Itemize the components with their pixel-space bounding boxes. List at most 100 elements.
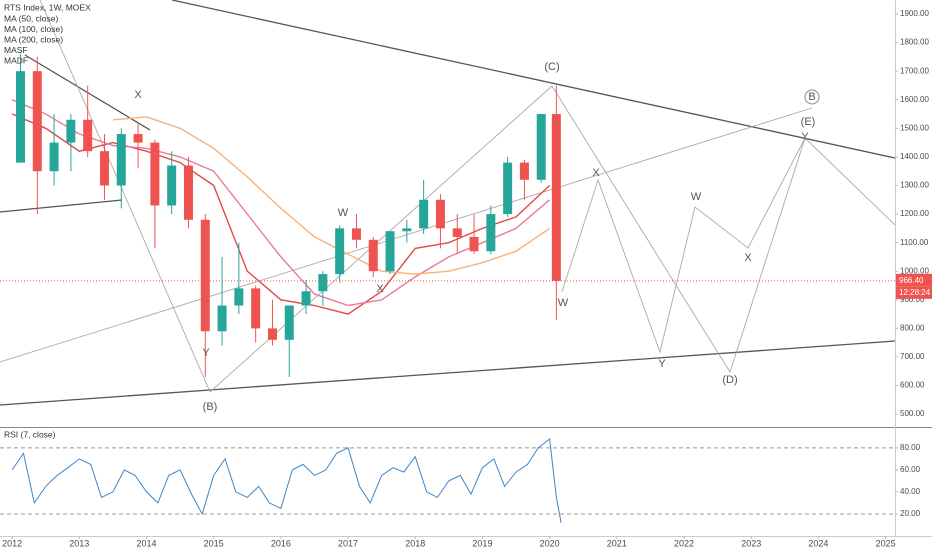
wave-label: X <box>134 89 142 101</box>
y-tick-label: 20.00 <box>900 509 921 518</box>
wave-path <box>551 85 896 374</box>
wave-label: X <box>376 283 384 295</box>
countdown-label: 12:28:24 <box>899 288 931 297</box>
wave-label: X <box>744 252 752 264</box>
y-tick-label: 80.00 <box>900 443 921 452</box>
y-tick-label: 800.00 <box>900 324 925 333</box>
candle-body <box>402 228 412 232</box>
y-tick-label: 1100.00 <box>900 238 929 247</box>
y-tick-label: 1000.00 <box>900 266 929 275</box>
legend-entry: MASF <box>4 45 28 55</box>
y-tick-label: 700.00 <box>900 352 925 361</box>
x-tick-label: 2012 <box>2 538 22 548</box>
x-tick-label: 2024 <box>808 538 828 548</box>
candle-body <box>301 291 311 306</box>
candle-body <box>150 142 160 206</box>
wave-line <box>209 85 553 393</box>
candle-body <box>419 199 429 229</box>
candle-body <box>167 165 177 206</box>
candle-body <box>486 214 496 252</box>
y-tick-label: 1700.00 <box>900 66 929 75</box>
wave-label: (D) <box>722 374 737 386</box>
candle-body <box>503 162 513 215</box>
moving-average <box>11 113 551 315</box>
wave-label: Y <box>658 358 666 370</box>
candle-body <box>267 328 277 340</box>
candle-body <box>368 239 378 272</box>
x-tick-label: 2016 <box>271 538 291 548</box>
candle-body <box>116 134 126 186</box>
wave-label: W <box>338 207 349 219</box>
candle-body <box>519 162 529 180</box>
y-tick-label: 60.00 <box>900 465 921 474</box>
candle-body <box>217 305 227 332</box>
y-tick-label: 1900.00 <box>900 9 929 18</box>
candle-body <box>251 288 261 329</box>
candle-body <box>351 228 361 240</box>
wave-path <box>561 137 806 354</box>
candle-body <box>99 151 109 186</box>
wave-label: W <box>558 297 569 309</box>
legend-entry: MA (50, close) <box>4 13 58 23</box>
wave-label: Y <box>801 131 809 143</box>
drawings <box>0 0 896 406</box>
y-tick-label: 1200.00 <box>900 209 929 218</box>
candle-body <box>200 219 210 332</box>
wave-label: W <box>691 191 702 203</box>
legend-entry: MA (100, close) <box>4 24 63 34</box>
legend-entry: MA (200, close) <box>4 34 63 44</box>
x-tick-label: 2015 <box>204 538 224 548</box>
wave-label: X <box>592 167 600 179</box>
trend-line <box>171 0 896 159</box>
candle-body <box>15 71 25 163</box>
x-tick-label: 2013 <box>69 538 89 548</box>
y-tick-label: 1800.00 <box>900 38 929 47</box>
candle-body <box>452 228 462 237</box>
candle-body <box>83 119 93 152</box>
y-tick-label: 900.00 <box>900 295 925 304</box>
last-price-label: 966.40 <box>899 276 924 285</box>
rsi-line <box>11 438 562 523</box>
candle-body <box>32 71 42 172</box>
moving-average <box>112 116 550 275</box>
wave-label: Y <box>202 347 210 359</box>
candle-body <box>469 236 479 252</box>
candle-body <box>536 114 546 180</box>
x-tick-label: 2021 <box>607 538 627 548</box>
x-tick-label: 2019 <box>472 538 492 548</box>
wave-label: (C) <box>544 61 559 73</box>
x-tick-label: 2022 <box>674 538 694 548</box>
y-tick-label: 40.00 <box>900 487 921 496</box>
candle-body <box>49 142 59 172</box>
candle-body <box>183 165 193 220</box>
candle-body <box>66 119 76 143</box>
x-tick-label: 2018 <box>405 538 425 548</box>
x-tick-label: 2023 <box>741 538 761 548</box>
trend-line <box>0 199 123 213</box>
wave-label: (B) <box>203 401 218 413</box>
wave-line <box>0 107 813 363</box>
legend-title: RTS Index, 1W, MOEX <box>4 2 91 12</box>
x-tick-label: 2025 <box>876 538 896 548</box>
x-tick-label: 2020 <box>540 538 560 548</box>
candle-body <box>551 114 561 281</box>
rsi-title: RSI (7, close) <box>4 429 56 439</box>
candle-body <box>133 134 143 143</box>
wave-circle <box>804 89 820 105</box>
countdown-box <box>896 286 932 299</box>
candle-body <box>385 231 395 272</box>
y-tick-label: 1300.00 <box>900 181 929 190</box>
candle-body <box>335 228 345 275</box>
trend-line <box>0 340 896 406</box>
candle-body <box>435 199 445 229</box>
candle-body <box>234 288 244 306</box>
wave-line <box>39 0 211 393</box>
moving-average <box>11 99 551 307</box>
last-price-box <box>896 273 932 287</box>
x-tick-label: 2014 <box>136 538 156 548</box>
candle-body <box>318 274 328 292</box>
y-tick-label: 1400.00 <box>900 152 929 161</box>
wave-label: (E) <box>801 116 816 128</box>
